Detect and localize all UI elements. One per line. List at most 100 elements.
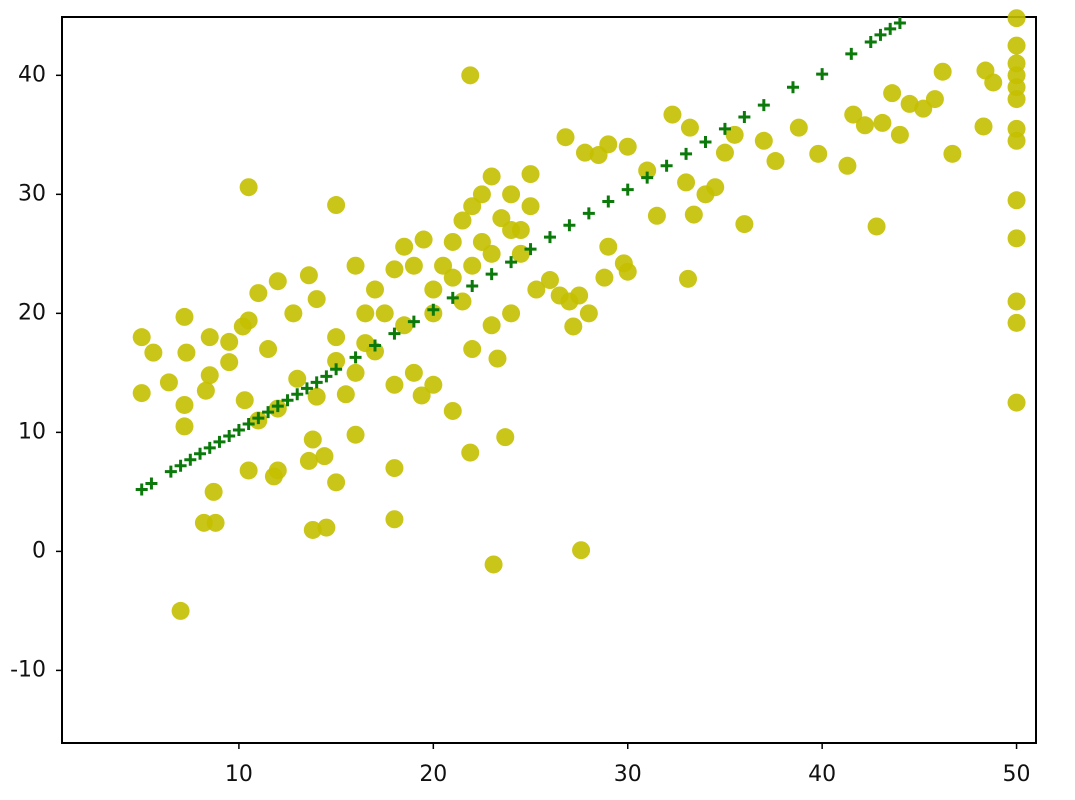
- point: [575, 143, 594, 162]
- point: [434, 256, 453, 275]
- plus-marker: [816, 68, 829, 81]
- point: [196, 381, 215, 400]
- plus-marker: [563, 219, 576, 232]
- point: [249, 284, 268, 303]
- plus-marker: [310, 376, 323, 389]
- point: [443, 232, 462, 251]
- point: [443, 268, 462, 287]
- point: [1007, 393, 1026, 412]
- point: [838, 156, 857, 175]
- point: [844, 105, 863, 124]
- point: [1007, 292, 1026, 311]
- point: [599, 135, 618, 154]
- plus-marker: [203, 441, 216, 454]
- x-tick-label: 40: [808, 762, 836, 787]
- point: [346, 363, 365, 382]
- plus-marker: [194, 447, 207, 460]
- point: [346, 425, 365, 444]
- plus-marker: [330, 363, 343, 376]
- point: [395, 237, 414, 256]
- point: [284, 304, 303, 323]
- point: [299, 266, 318, 285]
- point: [933, 62, 952, 81]
- x-tick-label: 30: [614, 762, 642, 787]
- point: [412, 386, 431, 405]
- point: [366, 280, 385, 299]
- plus-marker: [369, 339, 382, 352]
- point: [356, 334, 375, 353]
- y-tick-label: 40: [18, 62, 46, 87]
- point: [385, 260, 404, 279]
- point: [268, 461, 287, 480]
- point: [315, 447, 334, 466]
- point: [171, 601, 190, 620]
- point: [472, 185, 491, 204]
- plus-marker: [893, 16, 906, 29]
- plus-marker: [164, 465, 177, 478]
- point: [307, 290, 326, 309]
- point: [175, 417, 194, 436]
- x-tick-label: 50: [1003, 762, 1031, 787]
- point: [1007, 229, 1026, 248]
- y-tick-label: 0: [32, 538, 46, 563]
- point: [482, 244, 501, 263]
- plus-marker: [145, 477, 158, 490]
- plus-marker: [184, 453, 197, 466]
- point: [680, 118, 699, 137]
- point: [900, 94, 919, 113]
- point: [647, 206, 666, 225]
- point: [375, 304, 394, 323]
- point: [200, 328, 219, 347]
- point: [754, 131, 773, 150]
- point: [259, 340, 278, 359]
- plus-marker: [757, 99, 770, 112]
- point: [572, 541, 591, 560]
- point: [679, 269, 698, 288]
- plus-marker: [320, 370, 333, 383]
- point: [395, 316, 414, 335]
- point: [540, 271, 559, 290]
- plus-marker: [543, 231, 556, 244]
- point: [220, 332, 239, 351]
- y-tick-label: 20: [18, 300, 46, 325]
- point: [385, 459, 404, 478]
- plus-marker: [213, 435, 226, 448]
- plus-marker: [262, 406, 275, 419]
- point: [925, 90, 944, 109]
- point: [132, 328, 151, 347]
- plus-marker: [485, 268, 498, 281]
- point: [943, 144, 962, 163]
- point: [984, 73, 1003, 92]
- point: [424, 280, 443, 299]
- point: [502, 221, 521, 240]
- plus-marker: [388, 327, 401, 340]
- point: [502, 185, 521, 204]
- y-tick-label: 30: [18, 181, 46, 206]
- point: [663, 105, 682, 124]
- point: [327, 473, 346, 492]
- point: [706, 178, 725, 197]
- point: [618, 137, 637, 156]
- point: [239, 461, 258, 480]
- point: [144, 343, 163, 362]
- plus-marker: [864, 35, 877, 48]
- point: [404, 363, 423, 382]
- point: [239, 311, 258, 330]
- point: [472, 232, 491, 251]
- point: [715, 143, 734, 162]
- point: [239, 178, 258, 197]
- point: [288, 369, 307, 388]
- plus-marker: [884, 22, 897, 35]
- point: [766, 152, 785, 171]
- point: [1007, 9, 1026, 28]
- plus-marker: [349, 351, 362, 364]
- point: [453, 292, 472, 311]
- point: [890, 125, 909, 144]
- point: [1007, 313, 1026, 332]
- plus-marker: [738, 110, 751, 123]
- point: [346, 256, 365, 275]
- x-tick-label: 10: [225, 762, 253, 787]
- plus-marker: [718, 122, 731, 135]
- point: [511, 244, 530, 263]
